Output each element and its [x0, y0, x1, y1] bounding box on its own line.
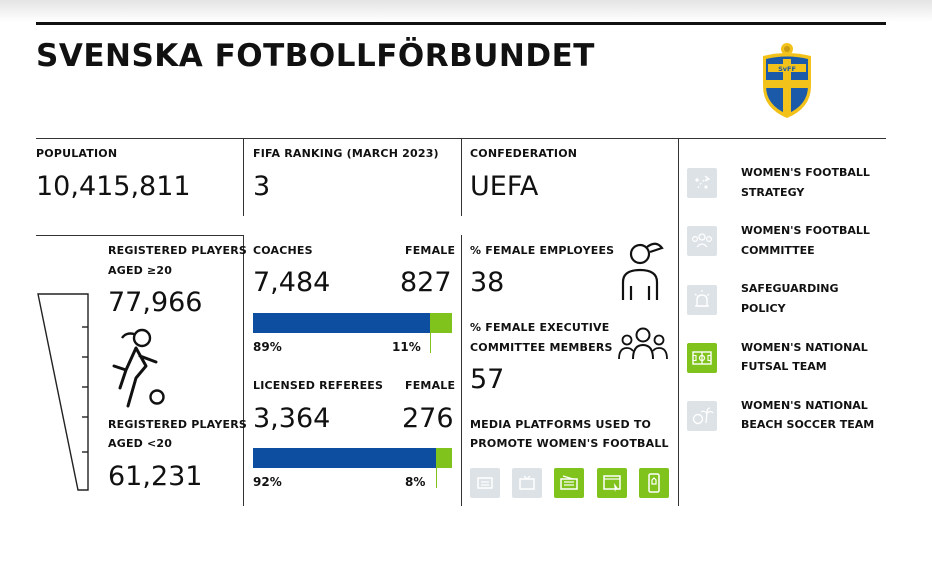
- coaches-female-pct: 11%: [392, 340, 421, 354]
- policy-beach-soccer-label-2: BEACH SOCCER TEAM: [741, 418, 875, 431]
- divider: [461, 235, 462, 506]
- policy-safeguarding-label-2: POLICY: [741, 302, 786, 315]
- confederation-label: CONFEDERATION: [470, 147, 578, 160]
- fifa-ranking-label: FIFA RANKING (MARCH 2023): [253, 147, 439, 160]
- executive-value: 57: [470, 364, 505, 395]
- referees-female-fill: [436, 448, 452, 468]
- coaches-female-fill: [430, 313, 452, 333]
- coaches-female-label: FEMALE: [405, 244, 456, 257]
- media-label: MEDIA PLATFORMS USED TO: [470, 418, 652, 431]
- youth-players-value: 61,231: [108, 461, 203, 492]
- confederation-value: UEFA: [470, 171, 539, 202]
- beach-soccer-icon: [687, 401, 717, 431]
- crest-text: SvFF: [778, 65, 796, 73]
- youth-players-label: REGISTERED PLAYERS: [108, 418, 247, 431]
- divider: [461, 138, 462, 216]
- radio-icon: [554, 468, 584, 498]
- coaches-male-pct: 89%: [253, 340, 282, 354]
- divider: [678, 138, 679, 506]
- female-employees-value: 38: [470, 267, 505, 298]
- policy-futsal-label-2: FUTSAL TEAM: [741, 360, 827, 373]
- population-value: 10,415,811: [36, 171, 191, 202]
- policy-futsal-label: WOMEN'S NATIONAL: [741, 341, 868, 354]
- senior-players-label: REGISTERED PLAYERS: [108, 244, 247, 257]
- youth-players-age: AGED <20: [108, 437, 173, 450]
- population-label: POPULATION: [36, 147, 118, 160]
- fifa-ranking-value: 3: [253, 171, 271, 202]
- referees-male-pct: 92%: [253, 475, 282, 489]
- futsal-pitch-icon: [687, 343, 717, 373]
- senior-players-age: AGED ≥20: [108, 264, 173, 277]
- executive-label: % FEMALE EXECUTIVE: [470, 321, 610, 334]
- referees-female-marker: [436, 468, 437, 488]
- tv-icon: [512, 468, 542, 498]
- media-label-2: PROMOTE WOMEN'S FOOTBALL: [470, 437, 669, 450]
- header-rule: [36, 22, 886, 25]
- policy-committee-label-2: COMMITTEE: [741, 244, 815, 257]
- policy-strategy-label: WOMEN'S FOOTBALL: [741, 166, 870, 179]
- referees-label: LICENSED REFEREES: [253, 379, 384, 392]
- policy-beach-soccer-label: WOMEN'S NATIONAL: [741, 399, 868, 412]
- coaches-gender-bar: [253, 313, 452, 353]
- referees-male-fill: [253, 448, 436, 468]
- referees-female-label: FEMALE: [405, 379, 456, 392]
- newspaper-icon: [470, 468, 500, 498]
- divider: [243, 138, 244, 216]
- referees-female: 276: [402, 403, 454, 434]
- alarm-icon: [687, 285, 717, 315]
- divider: [243, 235, 244, 506]
- coaches-female-marker: [430, 333, 431, 353]
- svff-crest-logo: SvFF: [763, 43, 811, 118]
- senior-players-value: 77,966: [108, 287, 203, 318]
- policy-committee-label: WOMEN'S FOOTBALL: [741, 224, 870, 237]
- policy-safeguarding-label: SAFEGUARDING: [741, 282, 839, 295]
- referees-total: 3,364: [253, 403, 331, 434]
- coaches-female: 827: [400, 267, 452, 298]
- committee-group-icon: [618, 327, 668, 360]
- coaches-total: 7,484: [253, 267, 331, 298]
- female-person-icon: [621, 242, 664, 300]
- committee-icon: [687, 226, 717, 256]
- website-icon: [597, 468, 627, 498]
- coaches-label: COACHES: [253, 244, 313, 257]
- age-funnel-icon: [37, 293, 89, 491]
- executive-label-2: COMMITTEE MEMBERS: [470, 341, 613, 354]
- policy-strategy-label-2: STRATEGY: [741, 186, 805, 199]
- top-shade: [0, 0, 932, 22]
- players-rule: [36, 235, 243, 236]
- page-title: SVENSKA FOTBOLLFÖRBUNDET: [36, 38, 595, 74]
- social-media-icon: [639, 468, 669, 498]
- referees-female-pct: 8%: [405, 475, 426, 489]
- female-player-with-ball-icon: [112, 328, 165, 408]
- female-employees-label: % FEMALE EMPLOYEES: [470, 244, 615, 257]
- strategy-icon: [687, 168, 717, 198]
- referees-gender-bar: [253, 448, 452, 488]
- coaches-male-fill: [253, 313, 430, 333]
